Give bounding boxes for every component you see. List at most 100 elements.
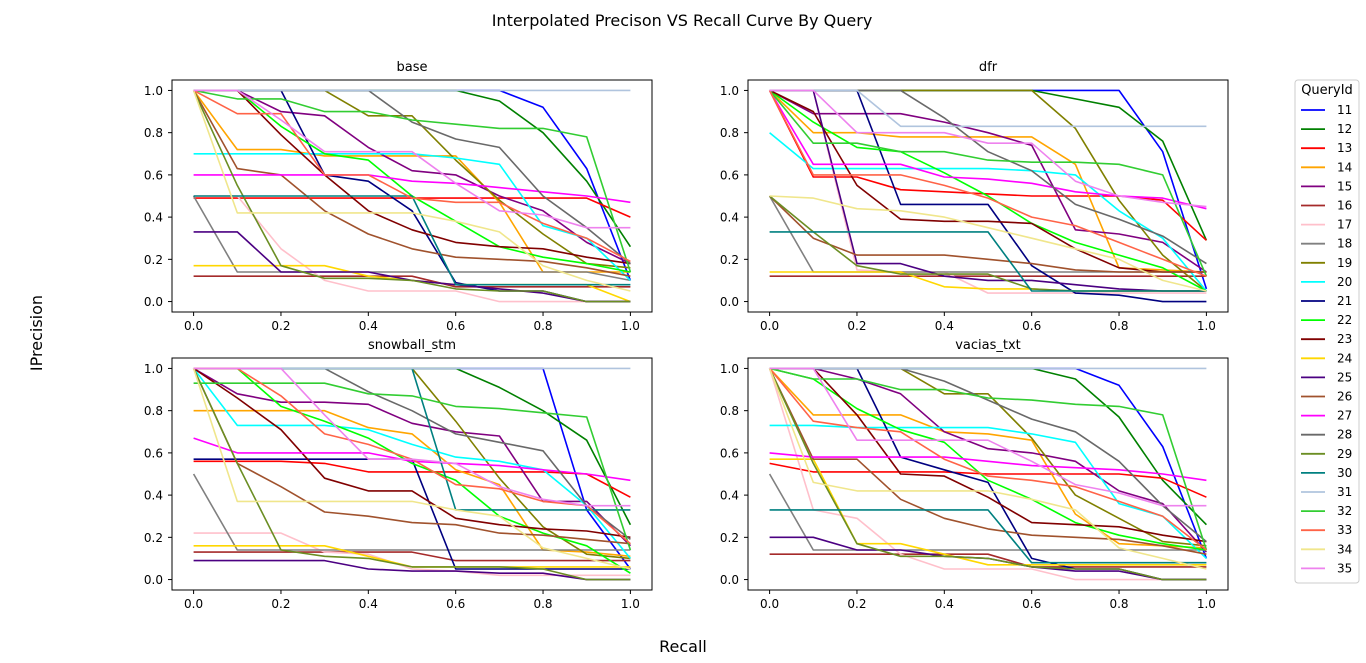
legend-item: 31 bbox=[1301, 485, 1352, 499]
legend-label: 28 bbox=[1337, 428, 1352, 442]
series-line-15 bbox=[193, 89, 631, 265]
y-tick-label: 0.0 bbox=[144, 573, 163, 587]
series-line-33 bbox=[193, 89, 631, 263]
series-line-32 bbox=[769, 367, 1208, 551]
y-tick-label: 0.8 bbox=[144, 126, 163, 140]
legend-label: 16 bbox=[1337, 199, 1352, 213]
legend-label: 30 bbox=[1337, 466, 1352, 480]
plot-frame bbox=[171, 79, 653, 313]
series-line-32 bbox=[193, 382, 632, 551]
legend-label: 26 bbox=[1337, 390, 1352, 404]
x-tick-label: 0.0 bbox=[184, 597, 203, 611]
series-line-19 bbox=[193, 89, 631, 269]
legend: QueryId 11 12 13 14 15 16 17 18 19 20 21 22 23 24 25 26… bbox=[1294, 79, 1360, 584]
legend-label: 27 bbox=[1337, 409, 1352, 423]
legend-item: 14 bbox=[1301, 160, 1352, 174]
series-line-32 bbox=[193, 89, 632, 273]
y-tick-label: 0.4 bbox=[720, 211, 739, 225]
series-line-29 bbox=[192, 368, 631, 581]
series-line-16 bbox=[193, 275, 631, 288]
x-tick-label: 0.4 bbox=[935, 597, 954, 611]
legend-title: QueryId bbox=[1301, 83, 1353, 98]
series-line-34 bbox=[768, 368, 1207, 570]
series-line-29 bbox=[768, 368, 1207, 581]
legend-item: 28 bbox=[1301, 428, 1352, 442]
legend-item: 17 bbox=[1301, 218, 1352, 232]
series-line-34 bbox=[192, 368, 631, 570]
y-tick-label: 0.2 bbox=[144, 531, 163, 545]
y-tick-label: 0.2 bbox=[720, 253, 739, 267]
x-tick-label: 0.2 bbox=[271, 319, 290, 333]
series-lines bbox=[192, 89, 632, 303]
series-line-24 bbox=[769, 458, 1207, 566]
legend-item: 18 bbox=[1301, 237, 1352, 251]
series-line-14 bbox=[769, 367, 1207, 549]
series-line-25 bbox=[193, 559, 631, 581]
legend-label: 17 bbox=[1337, 218, 1352, 232]
y-tick-label: 0.0 bbox=[720, 573, 739, 587]
series-line-15 bbox=[193, 367, 631, 547]
series-line-33 bbox=[193, 367, 631, 545]
x-tick-label: 0.8 bbox=[1109, 319, 1128, 333]
x-tick-label: 1.0 bbox=[1197, 319, 1216, 333]
legend-label: 18 bbox=[1337, 237, 1352, 251]
legend-label: 24 bbox=[1337, 351, 1352, 365]
legend-label: 25 bbox=[1337, 370, 1352, 384]
x-tick-label: 0.8 bbox=[1109, 597, 1128, 611]
series-line-22 bbox=[193, 367, 631, 574]
y-tick-label: 0.8 bbox=[720, 126, 739, 140]
series-line-16 bbox=[769, 553, 1207, 568]
legend-label: 21 bbox=[1337, 294, 1352, 308]
plot-frame bbox=[747, 79, 1229, 313]
y-tick-label: 0.8 bbox=[720, 404, 739, 418]
x-tick-label: 0.6 bbox=[1022, 597, 1041, 611]
legend-item: 15 bbox=[1301, 179, 1352, 193]
series-line-35 bbox=[193, 89, 631, 229]
series-line-22 bbox=[769, 89, 1207, 292]
legend-item: 16 bbox=[1301, 199, 1352, 213]
legend-item: 27 bbox=[1301, 409, 1352, 423]
legend-label: 13 bbox=[1337, 141, 1352, 155]
series-line-35 bbox=[193, 367, 631, 507]
legend-item: 20 bbox=[1301, 275, 1352, 289]
x-tick-label: 0.4 bbox=[359, 319, 378, 333]
y-tick-label: 0.8 bbox=[144, 404, 163, 418]
series-line-18 bbox=[768, 473, 1207, 551]
series-line-18 bbox=[192, 473, 631, 551]
series-line-26 bbox=[192, 90, 631, 277]
series-line-34 bbox=[769, 195, 1207, 292]
legend-label: 14 bbox=[1337, 160, 1352, 174]
y-axis-label: IPrecision bbox=[27, 295, 46, 371]
series-line-20 bbox=[769, 132, 1208, 292]
legend-item: 11 bbox=[1301, 103, 1352, 117]
x-tick-label: 0.4 bbox=[935, 319, 954, 333]
series-line-13 bbox=[768, 90, 1207, 241]
series-line-20 bbox=[769, 424, 1207, 559]
x-tick-label: 0.8 bbox=[533, 597, 552, 611]
legend-label: 33 bbox=[1337, 523, 1352, 537]
legend-item: 12 bbox=[1301, 122, 1352, 136]
series-lines bbox=[192, 367, 632, 581]
legend-item: 32 bbox=[1301, 504, 1352, 518]
series-line-30 bbox=[769, 509, 1207, 564]
series-lines bbox=[768, 367, 1208, 581]
y-tick-label: 0.6 bbox=[144, 168, 163, 182]
series-line-15 bbox=[769, 367, 1207, 553]
series-line-15 bbox=[769, 89, 1207, 273]
x-axis-label: Recall bbox=[659, 637, 707, 656]
y-tick-label: 0.4 bbox=[144, 489, 163, 503]
subplot-title: vacias_txt bbox=[955, 338, 1021, 353]
subplot-title: snowball_stm bbox=[368, 338, 456, 353]
y-tick-label: 0.6 bbox=[144, 446, 163, 460]
series-line-28 bbox=[193, 367, 631, 541]
y-tick-label: 0.2 bbox=[720, 531, 739, 545]
series-line-16 bbox=[193, 551, 631, 562]
series-line-32 bbox=[768, 89, 1208, 277]
y-tick-label: 0.0 bbox=[144, 295, 163, 309]
x-tick-label: 0.2 bbox=[847, 597, 866, 611]
legend-item: 34 bbox=[1301, 542, 1352, 556]
x-tick-label: 0.4 bbox=[359, 597, 378, 611]
series-line-31 bbox=[769, 89, 1207, 128]
x-tick-label: 0.0 bbox=[760, 597, 779, 611]
